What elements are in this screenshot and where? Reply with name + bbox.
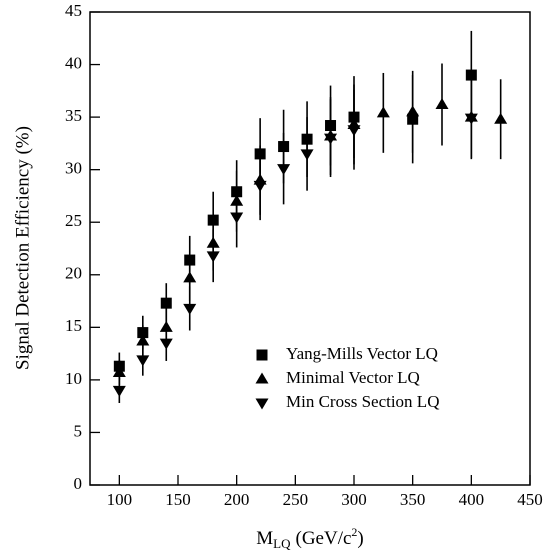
plot-frame (89, 11, 531, 486)
marker-triangle-up (183, 271, 197, 283)
y-tick-label: 15 (65, 316, 82, 335)
x-label-sub: LQ (273, 536, 291, 551)
y-tick-label: 0 (74, 474, 83, 493)
legend-label: Yang-Mills Vector LQ (286, 344, 438, 363)
marker-triangle-down (159, 338, 173, 350)
marker-triangle-up (376, 106, 390, 118)
x-tick-label: 150 (165, 490, 191, 509)
marker-triangle-up (435, 97, 449, 109)
marker-triangle-down (253, 180, 267, 192)
legend-label: Minimal Vector LQ (286, 368, 420, 387)
x-label-part: M (256, 528, 273, 549)
y-tick-label: 25 (65, 211, 82, 230)
x-tick-label: 450 (517, 490, 543, 509)
x-label-part: (GeV/c (296, 528, 352, 549)
x-tick-label: 200 (224, 490, 250, 509)
x-tick-label: 100 (107, 490, 133, 509)
y-tick-label: 5 (74, 421, 83, 440)
marker-triangle-down (136, 355, 150, 367)
y-tick-label: 10 (65, 369, 82, 388)
marker-triangle-up (112, 366, 126, 378)
marker-triangle-up (494, 112, 508, 124)
marker-square (256, 349, 268, 361)
marker-triangle-down (277, 164, 291, 176)
marker-triangle-up (406, 105, 420, 117)
y-axis-label: Signal Detection Efficiency (%) (12, 126, 33, 370)
x-tick-label: 400 (459, 490, 485, 509)
marker-triangle-down (464, 113, 478, 125)
marker-triangle-down (183, 303, 197, 315)
marker-square (465, 69, 477, 81)
x-tick-label: 300 (341, 490, 367, 509)
legend-label: Min Cross Section LQ (286, 392, 439, 411)
y-tick-label: 40 (65, 53, 82, 72)
marker-triangle-down (347, 125, 361, 137)
x-label-part: ) (357, 528, 363, 549)
y-tick-label: 30 (65, 159, 82, 178)
marker-triangle-down (230, 212, 244, 224)
marker-triangle-down (112, 385, 126, 397)
y-tick-label: 45 (65, 1, 82, 20)
x-tick-label: 250 (283, 490, 309, 509)
marker-triangle-up (136, 334, 150, 346)
marker-square (160, 297, 172, 309)
y-tick-label: 20 (65, 264, 82, 283)
marker-triangle-down (255, 398, 269, 410)
x-tick-label: 350 (400, 490, 426, 509)
x-label-sup: 2 (351, 525, 357, 539)
x-axis-label: MLQ (GeV/c2) (256, 525, 364, 551)
marker-triangle-up (255, 372, 269, 384)
marker-triangle-down (324, 133, 338, 145)
marker-triangle-down (206, 251, 220, 263)
marker-triangle-down (300, 149, 314, 161)
y-tick-label: 35 (65, 106, 82, 125)
